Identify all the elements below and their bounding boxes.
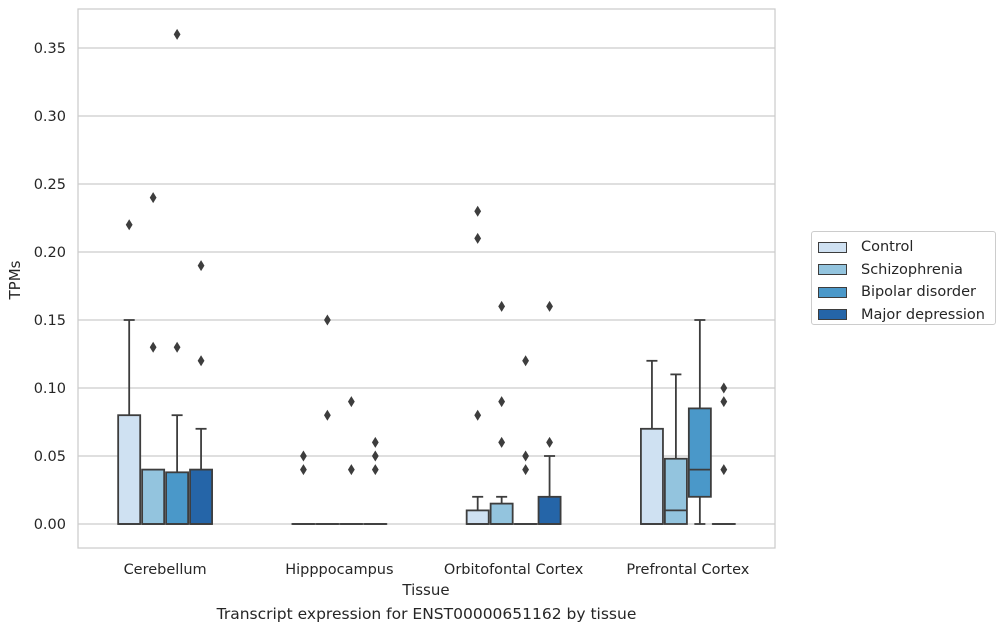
gridlines bbox=[78, 47, 775, 525]
box-3-2 bbox=[687, 319, 712, 525]
outlier-marker bbox=[546, 300, 553, 312]
outlier-marker bbox=[300, 464, 307, 476]
y-tick-label: 0.00 bbox=[34, 517, 66, 533]
outlier-marker bbox=[347, 464, 355, 476]
box-2-0 bbox=[465, 205, 490, 525]
outlier-marker bbox=[720, 382, 728, 394]
box-1-1 bbox=[315, 314, 340, 525]
box-body bbox=[165, 471, 190, 525]
y-tick-label: 0.30 bbox=[34, 109, 66, 125]
outlier-marker bbox=[498, 300, 506, 312]
box-0-0 bbox=[117, 219, 142, 525]
outlier-marker bbox=[149, 341, 157, 353]
outlier-marker bbox=[720, 396, 728, 408]
outlier-marker bbox=[173, 341, 181, 353]
legend-swatch bbox=[818, 241, 847, 253]
boxes bbox=[117, 28, 736, 525]
box-body bbox=[189, 468, 213, 525]
box-2-1 bbox=[489, 300, 514, 525]
box-body bbox=[489, 502, 514, 525]
outlier-marker bbox=[546, 436, 553, 448]
box-body bbox=[117, 414, 142, 525]
figure-caption: Transcript expression for ENST0000065116… bbox=[216, 605, 637, 623]
outlier-marker bbox=[371, 436, 379, 448]
outlier-marker bbox=[300, 450, 307, 462]
box-2-3 bbox=[537, 300, 562, 525]
legend-item: Bipolar disorder bbox=[818, 281, 995, 304]
box-1-3 bbox=[363, 436, 388, 525]
outlier-marker bbox=[371, 464, 379, 476]
x-tick-label: Orbitofontal Cortex bbox=[444, 562, 584, 578]
box-0-3 bbox=[189, 260, 213, 525]
box-2-2 bbox=[513, 355, 538, 525]
outlier-marker bbox=[498, 436, 506, 448]
y-axis: 0.00 0.05 0.10 0.15 0.20 0.25 0.30 0.35 bbox=[34, 41, 66, 533]
outlier-marker bbox=[197, 355, 205, 367]
box-body bbox=[141, 468, 166, 525]
legend: Control Schizophrenia Bipolar disorder M… bbox=[811, 231, 996, 325]
y-tick-label: 0.35 bbox=[34, 41, 66, 57]
x-tick-label: Prefrontal Cortex bbox=[626, 562, 749, 578]
legend-swatch bbox=[818, 264, 847, 276]
box-0-2 bbox=[165, 28, 190, 525]
outlier-marker bbox=[125, 219, 133, 231]
box-3-1 bbox=[663, 373, 688, 525]
y-axis-label: TPMs bbox=[6, 260, 24, 300]
legend-label: Control bbox=[861, 239, 914, 256]
box-1-2 bbox=[339, 396, 364, 525]
y-tick-label: 0.15 bbox=[34, 313, 66, 329]
legend-item: Control bbox=[818, 236, 995, 259]
legend-item: Schizophrenia bbox=[818, 259, 995, 282]
x-tick-label: Hipppocampus bbox=[285, 562, 393, 578]
y-tick-label: 0.20 bbox=[34, 245, 66, 261]
legend-item: Major depression bbox=[818, 304, 995, 327]
box-body bbox=[687, 407, 712, 498]
x-axis-label: Tissue bbox=[401, 581, 449, 599]
box-body bbox=[640, 427, 664, 525]
outlier-marker bbox=[720, 464, 728, 476]
plot-frame bbox=[77, 8, 776, 549]
box-0-1 bbox=[141, 192, 166, 525]
legend-label: Schizophrenia bbox=[861, 261, 963, 278]
outlier-marker bbox=[323, 314, 331, 326]
box-3-3 bbox=[711, 382, 736, 525]
outlier-marker bbox=[173, 28, 181, 40]
outlier-marker bbox=[522, 464, 530, 476]
outlier-marker bbox=[197, 260, 205, 272]
y-tick-label: 0.05 bbox=[34, 449, 66, 465]
box-body bbox=[465, 509, 490, 525]
y-tick-label: 0.25 bbox=[34, 177, 66, 193]
outlier-marker bbox=[474, 409, 482, 421]
legend-swatch bbox=[818, 286, 847, 298]
outlier-marker bbox=[498, 396, 506, 408]
y-tick-label: 0.10 bbox=[34, 381, 66, 397]
outlier-marker bbox=[474, 205, 482, 217]
outlier-marker bbox=[522, 450, 530, 462]
box-body bbox=[537, 495, 562, 525]
outlier-marker bbox=[474, 232, 482, 244]
box-1-0 bbox=[291, 450, 316, 525]
box-body bbox=[663, 457, 688, 525]
outlier-marker bbox=[347, 396, 355, 408]
outlier-marker bbox=[371, 450, 379, 462]
legend-label: Bipolar disorder bbox=[861, 284, 976, 301]
outlier-marker bbox=[323, 409, 331, 421]
x-axis: Cerebellum Hipppocampus Orbitofontal Corte… bbox=[124, 562, 750, 578]
x-tick-label: Cerebellum bbox=[124, 562, 207, 578]
legend-swatch bbox=[818, 309, 847, 321]
outlier-marker bbox=[522, 355, 530, 367]
legend-label: Major depression bbox=[861, 306, 985, 323]
box-3-0 bbox=[640, 359, 664, 525]
outlier-marker bbox=[149, 192, 157, 204]
